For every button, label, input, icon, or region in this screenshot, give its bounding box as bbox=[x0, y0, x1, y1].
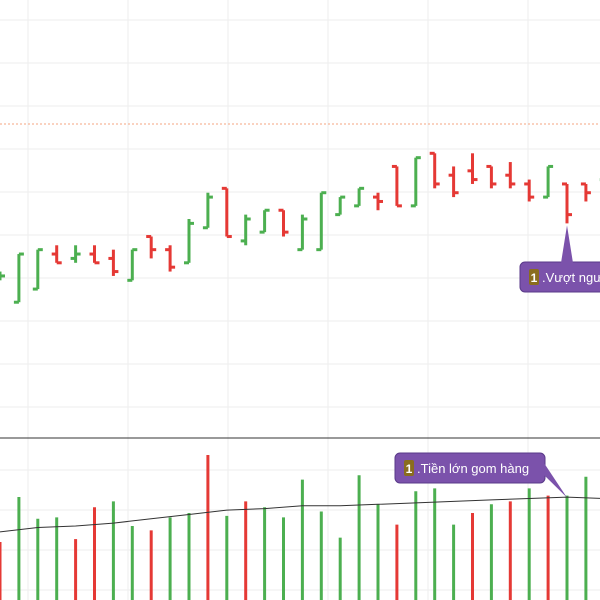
annotation-badge bbox=[404, 460, 414, 476]
annotation-badge bbox=[529, 269, 539, 285]
volume-ma-line bbox=[0, 496, 600, 533]
annotation-pointer bbox=[561, 225, 573, 263]
annotation-number: 1 bbox=[406, 462, 413, 476]
annotation-text: .Tiền lớn gom hàng bbox=[417, 461, 529, 476]
annotation-callout: 1 .Tiền lớn gom hàng bbox=[394, 452, 567, 498]
annotation-callout: 1 .Vượt ngưỡng bbox=[519, 225, 600, 293]
annotation-text: .Vượt ngưỡng bbox=[542, 270, 600, 285]
annotation-pointer bbox=[544, 463, 567, 498]
annotation-number: 1 bbox=[531, 271, 538, 285]
